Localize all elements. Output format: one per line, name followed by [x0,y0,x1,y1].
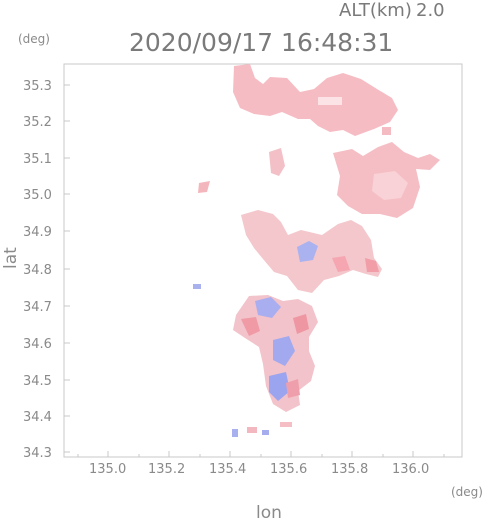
echo-small-right [382,127,391,135]
y-tick-label-9: 35.2 [23,115,52,130]
x-ticks [77,451,445,457]
x-tick-label-1: 135.2 [148,462,185,477]
echo-east-highlight [372,171,408,200]
echo-center-positive-streak [332,256,350,272]
echo-south-positive-2 [293,314,309,334]
altitude-value: 2.0 [416,0,445,21]
echo-south-positive-3 [286,379,300,398]
echo-small-west [198,181,210,193]
y-tick-label-8: 35.1 [23,152,52,167]
y-tick-labels: 34.3 34.4 34.5 34.6 34.7 34.8 34.9 35.0 … [23,79,52,461]
echo-north-cluster [233,64,398,136]
y-tick-label-0: 34.3 [23,446,52,461]
x-unit-label: (deg) [451,485,483,499]
y-tick-label-5: 34.8 [23,263,52,278]
y-tick-label-10: 35.3 [23,79,52,94]
x-tick-labels: 135.0 135.2 135.4 135.6 135.8 136.0 [89,462,429,477]
echo-south-negative-3 [269,372,290,401]
echo-tail-3 [262,430,269,435]
echo-south-negative-2 [273,336,295,366]
echo-west-fragment [193,284,201,289]
y-ticks [64,84,70,453]
y-tick-label-6: 34.9 [23,225,52,240]
y-tick-label-1: 34.4 [23,410,52,425]
x-axis-label: lon [256,503,282,521]
x-tick-label-4: 135.8 [331,462,368,477]
altitude-label: ALT(km) [339,0,412,21]
plot-frame [63,63,463,458]
y-tick-label-2: 34.5 [23,374,52,389]
echo-south-negative-1 [255,297,281,318]
y-unit-label: (deg) [18,32,50,46]
x-tick-label-0: 135.0 [89,462,126,477]
y-tick-label-3: 34.6 [23,337,52,352]
echo-tail-2 [247,427,257,433]
x-tick-label-2: 135.4 [209,462,246,477]
echo-north-highlight [318,97,342,105]
timestamp-title: 2020/09/17 16:48:31 [129,28,393,57]
radar-echoes [193,64,440,437]
echo-tail-1 [232,429,238,437]
x-tick-label-5: 136.0 [392,462,429,477]
x-tick-label-3: 135.6 [270,462,307,477]
echo-center-east-positive [365,258,379,272]
y-tick-label-4: 34.7 [23,300,52,315]
echo-small-northwest [269,148,285,176]
echo-tail-4 [280,422,292,427]
echo-center-negative [297,241,318,262]
y-axis-label: lat [1,247,21,269]
echo-south-positive-1 [241,317,260,336]
y-tick-label-7: 35.0 [23,188,52,203]
